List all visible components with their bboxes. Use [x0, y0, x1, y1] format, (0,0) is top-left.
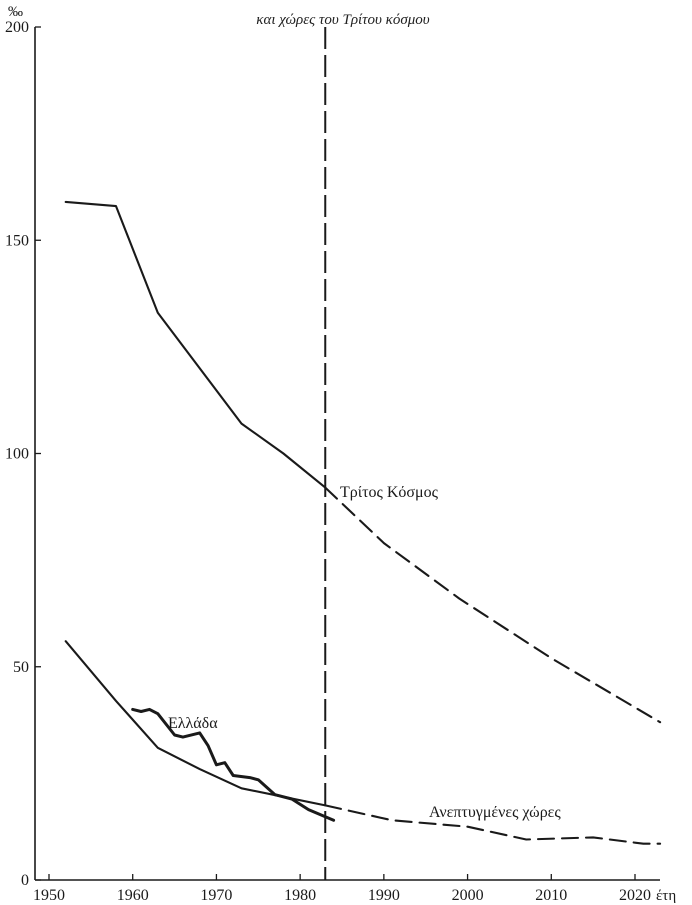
- series-line-developed-projected: [324, 804, 662, 845]
- series-line-third-world-observed: [64, 200, 327, 489]
- y-axis-unit: ‰: [8, 4, 23, 20]
- series-line-greece-observed: [131, 707, 336, 822]
- x-axis-unit: έτη: [656, 888, 676, 904]
- x-tick-label: 2010: [535, 887, 567, 904]
- x-tick-label: 1950: [33, 887, 65, 904]
- x-tick-label: 1980: [284, 887, 316, 904]
- y-tick-label: 50: [13, 659, 29, 676]
- y-tick-label: 0: [21, 872, 29, 889]
- x-tick-label: 1970: [200, 887, 232, 904]
- chart-subtitle: και χώρες του Τρίτου κόσμου: [256, 12, 430, 28]
- x-tick-label: 1960: [117, 887, 149, 904]
- series-layer: [64, 200, 662, 845]
- series-label-third-world: Τρίτος Κόσμος: [340, 484, 439, 501]
- y-ticks: 0 50 100 150 200: [5, 19, 41, 889]
- series-label-greece: Ελλάδα: [168, 715, 218, 732]
- series-line-third-world-projected: [324, 486, 662, 724]
- x-tick-label: 2000: [452, 887, 484, 904]
- x-tick-label: 2020: [619, 887, 651, 904]
- y-tick-label: 200: [5, 19, 29, 36]
- y-tick-label: 150: [5, 232, 29, 249]
- x-tick-label: 1990: [368, 887, 400, 904]
- series-label-developed: Ανεπτυγμένες χώρες: [429, 804, 561, 821]
- y-tick-label: 100: [5, 446, 29, 463]
- x-ticks: 1950 1960 1970 1980 1990 2000 2010 2020: [33, 874, 651, 904]
